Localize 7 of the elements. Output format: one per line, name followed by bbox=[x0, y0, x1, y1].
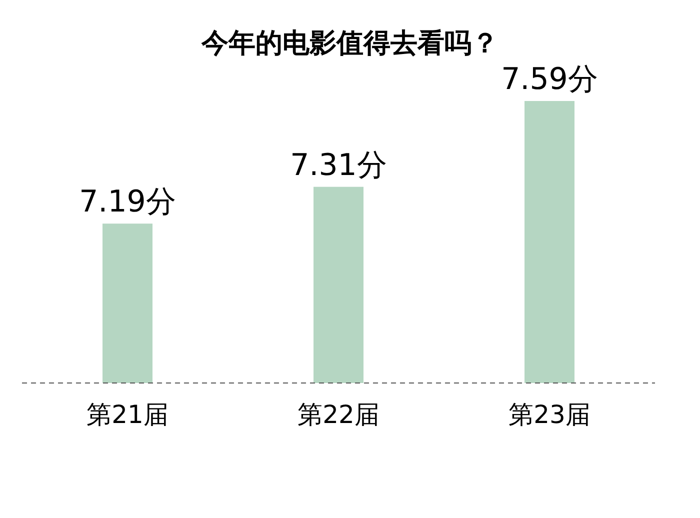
data-label: 7.19分 bbox=[79, 184, 176, 220]
data-label: 7.59分 bbox=[501, 62, 598, 97]
x-tick-label: 第22届 bbox=[298, 400, 380, 429]
x-tick-label: 第21届 bbox=[86, 400, 168, 429]
data-label: 7.31分 bbox=[290, 148, 387, 183]
chart-title: 今年的电影值得去看吗？ bbox=[200, 28, 498, 59]
x-tick-label: 第23届 bbox=[508, 400, 590, 429]
